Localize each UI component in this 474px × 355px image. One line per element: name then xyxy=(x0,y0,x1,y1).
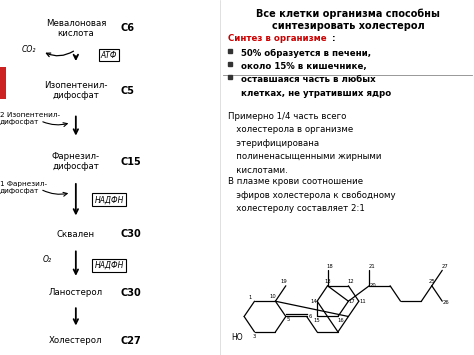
Text: Примерно 1/4 часть всего: Примерно 1/4 часть всего xyxy=(228,112,346,121)
Text: эфиров холестерола к свободному: эфиров холестерола к свободному xyxy=(228,191,395,200)
Text: 17: 17 xyxy=(349,299,356,304)
Text: 5: 5 xyxy=(286,317,290,322)
Text: Синтез в организме: Синтез в организме xyxy=(228,34,326,43)
Text: Изопентенил-
дифосфат: Изопентенил- дифосфат xyxy=(44,81,108,100)
Text: оставшаяся часть в любых: оставшаяся часть в любых xyxy=(241,75,375,84)
Text: 19: 19 xyxy=(280,279,287,284)
Text: Мевалоновая
кислота: Мевалоновая кислота xyxy=(46,19,106,38)
Text: Ланостерол: Ланостерол xyxy=(49,288,103,297)
Text: O₂: O₂ xyxy=(43,255,52,264)
Text: НАДФН: НАДФН xyxy=(94,195,124,204)
Text: 11: 11 xyxy=(359,299,366,304)
Text: синтезировать холестерол: синтезировать холестерол xyxy=(272,21,425,31)
Text: 20: 20 xyxy=(370,283,376,288)
Text: 21: 21 xyxy=(368,263,375,269)
Text: :: : xyxy=(329,34,336,43)
Text: 18: 18 xyxy=(327,263,333,269)
Text: C30: C30 xyxy=(121,229,142,239)
Text: клетках, не утративших ядро: клетках, не утративших ядро xyxy=(241,89,391,98)
Text: холестеролу составляет 2:1: холестеролу составляет 2:1 xyxy=(228,204,365,213)
Text: 26: 26 xyxy=(443,300,449,306)
Text: Холестерол: Холестерол xyxy=(49,336,102,345)
Text: 12: 12 xyxy=(347,279,354,284)
Text: холестерола в организме: холестерола в организме xyxy=(228,125,353,134)
Text: Сквален: Сквален xyxy=(57,230,95,239)
Text: 2 Изопентенил-
дифосфат: 2 Изопентенил- дифосфат xyxy=(0,113,60,125)
Text: Все клетки организма способны: Все клетки организма способны xyxy=(256,9,440,20)
Text: C27: C27 xyxy=(121,336,142,346)
Text: 25: 25 xyxy=(428,279,435,284)
Text: кислотами.: кислотами. xyxy=(228,166,287,175)
Text: АТФ: АТФ xyxy=(101,50,117,60)
Text: этерифицирована: этерифицирована xyxy=(228,139,319,148)
Text: C5: C5 xyxy=(121,86,135,95)
Text: 50% образуется в печени,: 50% образуется в печени, xyxy=(241,49,371,58)
Text: 16: 16 xyxy=(337,318,344,323)
Text: 15: 15 xyxy=(314,318,320,323)
Bar xyxy=(0,67,6,99)
Text: 1 Фарнезил-
дифосфат: 1 Фарнезил- дифосфат xyxy=(0,181,47,194)
Text: 14: 14 xyxy=(310,299,317,304)
Text: 13: 13 xyxy=(324,279,331,284)
Text: В плазме крови соотношение: В плазме крови соотношение xyxy=(228,178,363,186)
Text: C6: C6 xyxy=(121,23,135,33)
Text: C15: C15 xyxy=(121,157,142,166)
Text: 10: 10 xyxy=(270,294,276,300)
Text: 27: 27 xyxy=(441,263,448,269)
Text: НАДФН: НАДФН xyxy=(94,261,124,270)
Text: 1: 1 xyxy=(248,295,252,300)
Text: Фарнезил-
дифосфат: Фарнезил- дифосфат xyxy=(52,152,100,171)
Text: HO: HO xyxy=(231,333,243,342)
Text: 3: 3 xyxy=(253,334,256,339)
Text: около 15% в кишечнике,: около 15% в кишечнике, xyxy=(241,62,366,71)
Text: CO₂: CO₂ xyxy=(21,45,36,54)
Text: полиненасыщенными жирными: полиненасыщенными жирными xyxy=(228,152,381,161)
Text: C30: C30 xyxy=(121,288,142,298)
Text: 6: 6 xyxy=(309,314,312,319)
